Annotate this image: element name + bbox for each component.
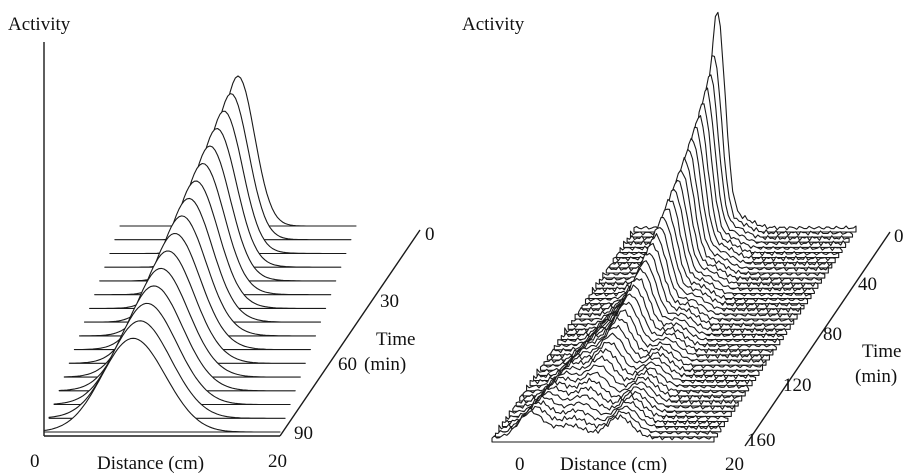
right-trace-12	[591, 188, 815, 295]
right-time-axis	[744, 231, 891, 447]
left-time-tick-30: 30	[380, 291, 399, 312]
right-time-unit-label: (min)	[855, 366, 897, 387]
right-traces	[491, 11, 857, 443]
left-activity-label: Activity	[8, 14, 71, 35]
right-trace-1	[629, 55, 854, 238]
left-time-label: Time	[376, 329, 415, 350]
right-panel: Activity 0 20 Distance (cm) 0 40 80 120 …	[462, 11, 904, 473]
right-trace-41	[491, 410, 715, 443]
right-time-label: Time	[862, 341, 901, 362]
left-x-tick-0: 0	[30, 451, 40, 472]
left-panel: Activity 0 20 Distance (cm) 0 30 60 90 T…	[8, 14, 435, 473]
left-time-tick-0: 0	[425, 224, 435, 245]
right-time-tick-0: 0	[894, 226, 904, 247]
right-time-tick-40: 40	[858, 274, 877, 295]
left-time-tick-90: 90	[294, 423, 313, 444]
right-x-tick-20: 20	[725, 454, 744, 473]
right-trace-13	[588, 198, 812, 300]
right-trace-0	[633, 11, 857, 233]
left-x-tick-20: 20	[268, 451, 287, 472]
right-time-tick-120: 120	[783, 375, 812, 396]
right-xlabel: Distance (cm)	[560, 454, 667, 473]
left-trace-15	[43, 337, 281, 433]
left-time-tick-60: 60	[338, 354, 357, 375]
right-time-tick-80: 80	[823, 324, 842, 345]
left-traces	[43, 75, 357, 433]
left-xlabel: Distance (cm)	[97, 453, 204, 473]
left-time-axis	[279, 229, 421, 437]
right-x-tick-0: 0	[515, 454, 525, 473]
right-activity-label: Activity	[462, 14, 525, 35]
left-time-unit-label: (min)	[364, 354, 406, 375]
right-time-tick-160: 160	[747, 430, 776, 451]
